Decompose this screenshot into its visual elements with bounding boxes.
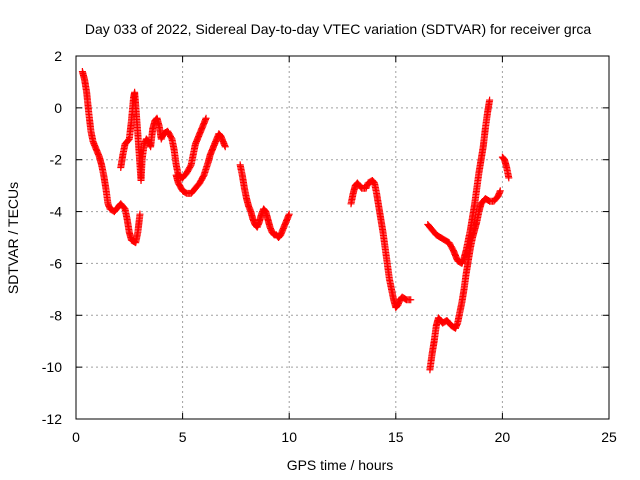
data-point (369, 177, 377, 185)
data-point (486, 96, 494, 104)
y-tick-label: 2 (54, 48, 62, 64)
x-tick-label: 15 (388, 429, 404, 445)
data-point (285, 210, 293, 218)
x-tick-label: 20 (495, 429, 511, 445)
data-point (124, 137, 132, 145)
data-point (136, 210, 144, 218)
plot-frame (75, 55, 610, 420)
y-axis-label: SDTVAR / TECUs (5, 182, 21, 294)
x-axis-label: GPS time / hours (287, 457, 394, 473)
x-tick-label: 10 (281, 429, 297, 445)
grid (76, 56, 609, 419)
x-tick-label: 25 (601, 429, 617, 445)
y-tick-label: 0 (54, 100, 62, 116)
data-point (407, 296, 415, 304)
y-tick-label: -2 (50, 152, 63, 168)
x-tick-label: 0 (72, 429, 80, 445)
data-point (221, 143, 229, 151)
y-tick-label: -4 (50, 204, 63, 220)
data-point (202, 114, 210, 122)
y-tick-label: -6 (50, 255, 63, 271)
axis-ticks: 0 5 10 15 20 25 -12 -10 -8 -6 -4 -2 0 2 (42, 48, 617, 445)
x-tick-label: 5 (179, 429, 187, 445)
data-point (496, 187, 504, 195)
data-point (505, 174, 513, 182)
chart-title: Day 033 of 2022, Sidereal Day-to-day VTE… (85, 21, 591, 37)
y-tick-label: -10 (42, 359, 62, 375)
y-tick-label: -12 (42, 411, 62, 427)
y-tick-label: -8 (50, 307, 63, 323)
data-points (78, 68, 513, 374)
